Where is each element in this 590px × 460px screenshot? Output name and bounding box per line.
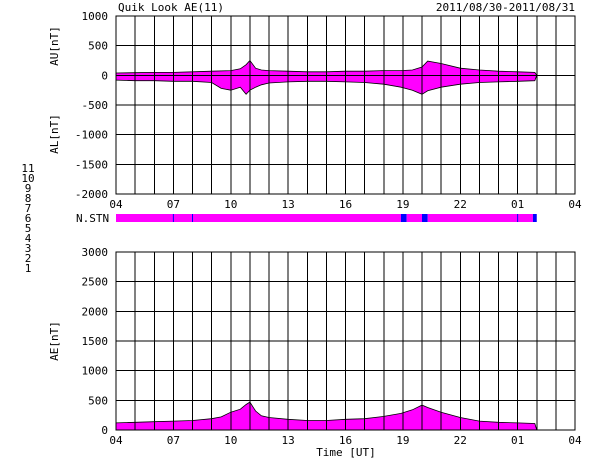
y-tick-label: 500 [88,394,108,407]
station-segment [422,214,428,222]
plot-frame [115,251,576,431]
station-legend-label: 6 [25,212,32,225]
station-bar-label: N.STN [76,212,109,225]
y-tick-label: 500 [88,40,108,53]
x-tick-label: 01 [511,434,524,447]
station-bar [116,214,537,222]
x-tick-label: 19 [396,198,409,211]
station-segment [532,214,537,222]
y-tick-label: 0 [101,424,108,437]
x-tick-label: 16 [339,434,352,447]
station-legend-label: 11 [21,162,34,175]
y-tick-label: 2000 [82,305,109,318]
x-tick-label: 22 [454,434,467,447]
plot-frame [115,15,576,195]
station-segment [400,214,407,222]
x-tick-label: 22 [454,198,467,211]
x-tick-label: 10 [224,434,237,447]
y-tick-label: 1000 [82,10,109,23]
x-tick-label: 04 [109,434,123,447]
station-legend-label: 10 [21,172,34,185]
x-tick-label: 07 [167,434,180,447]
y-tick-label: -2000 [75,188,108,201]
y-tick-label: 1500 [82,335,109,348]
ae-axis-label: AE[nT] [48,321,61,361]
y-tick-label: 3000 [82,246,109,259]
x-tick-label: 01 [511,198,524,211]
au-axis-label: AU[nT] [48,26,61,66]
station-segment [116,214,401,222]
series-line-au [115,59,538,76]
x-tick-label: 10 [224,198,237,211]
x-tick-label: 16 [339,198,352,211]
x-tick-label: 04 [568,434,582,447]
series-area-au [116,60,537,76]
station-legend-label: 9 [25,182,32,195]
station-legend-label: 2 [25,252,32,265]
y-tick-label: 2500 [82,276,109,289]
y-tick-label: -1000 [75,129,108,142]
y-tick-label: 0 [101,69,108,82]
station-legend-label: 4 [25,232,32,245]
date-range: 2011/08/30-2011/08/31 [436,1,575,14]
chart-title: Quik Look AE(11) [118,1,224,14]
x-tick-label: 13 [282,434,295,447]
y-tick-label: -1500 [75,158,108,171]
station-segment [406,214,422,222]
x-tick-label: 13 [282,198,295,211]
station-legend-label: 3 [25,242,32,255]
x-tick-label: 07 [167,198,180,211]
x-axis-label: Time [UT] [316,446,376,459]
x-tick-label: 04 [568,198,582,211]
station-legend-label: 5 [25,222,32,235]
station-legend-label: 8 [25,192,32,205]
y-tick-label: 1000 [82,365,109,378]
station-segment [427,214,533,222]
y-tick-label: -500 [82,99,109,112]
x-tick-label: 19 [396,434,409,447]
al-axis-label: AL[nT] [48,114,61,154]
station-legend-label: 1 [25,262,32,275]
x-tick-label: 04 [109,198,123,211]
station-legend-label: 7 [25,202,32,215]
